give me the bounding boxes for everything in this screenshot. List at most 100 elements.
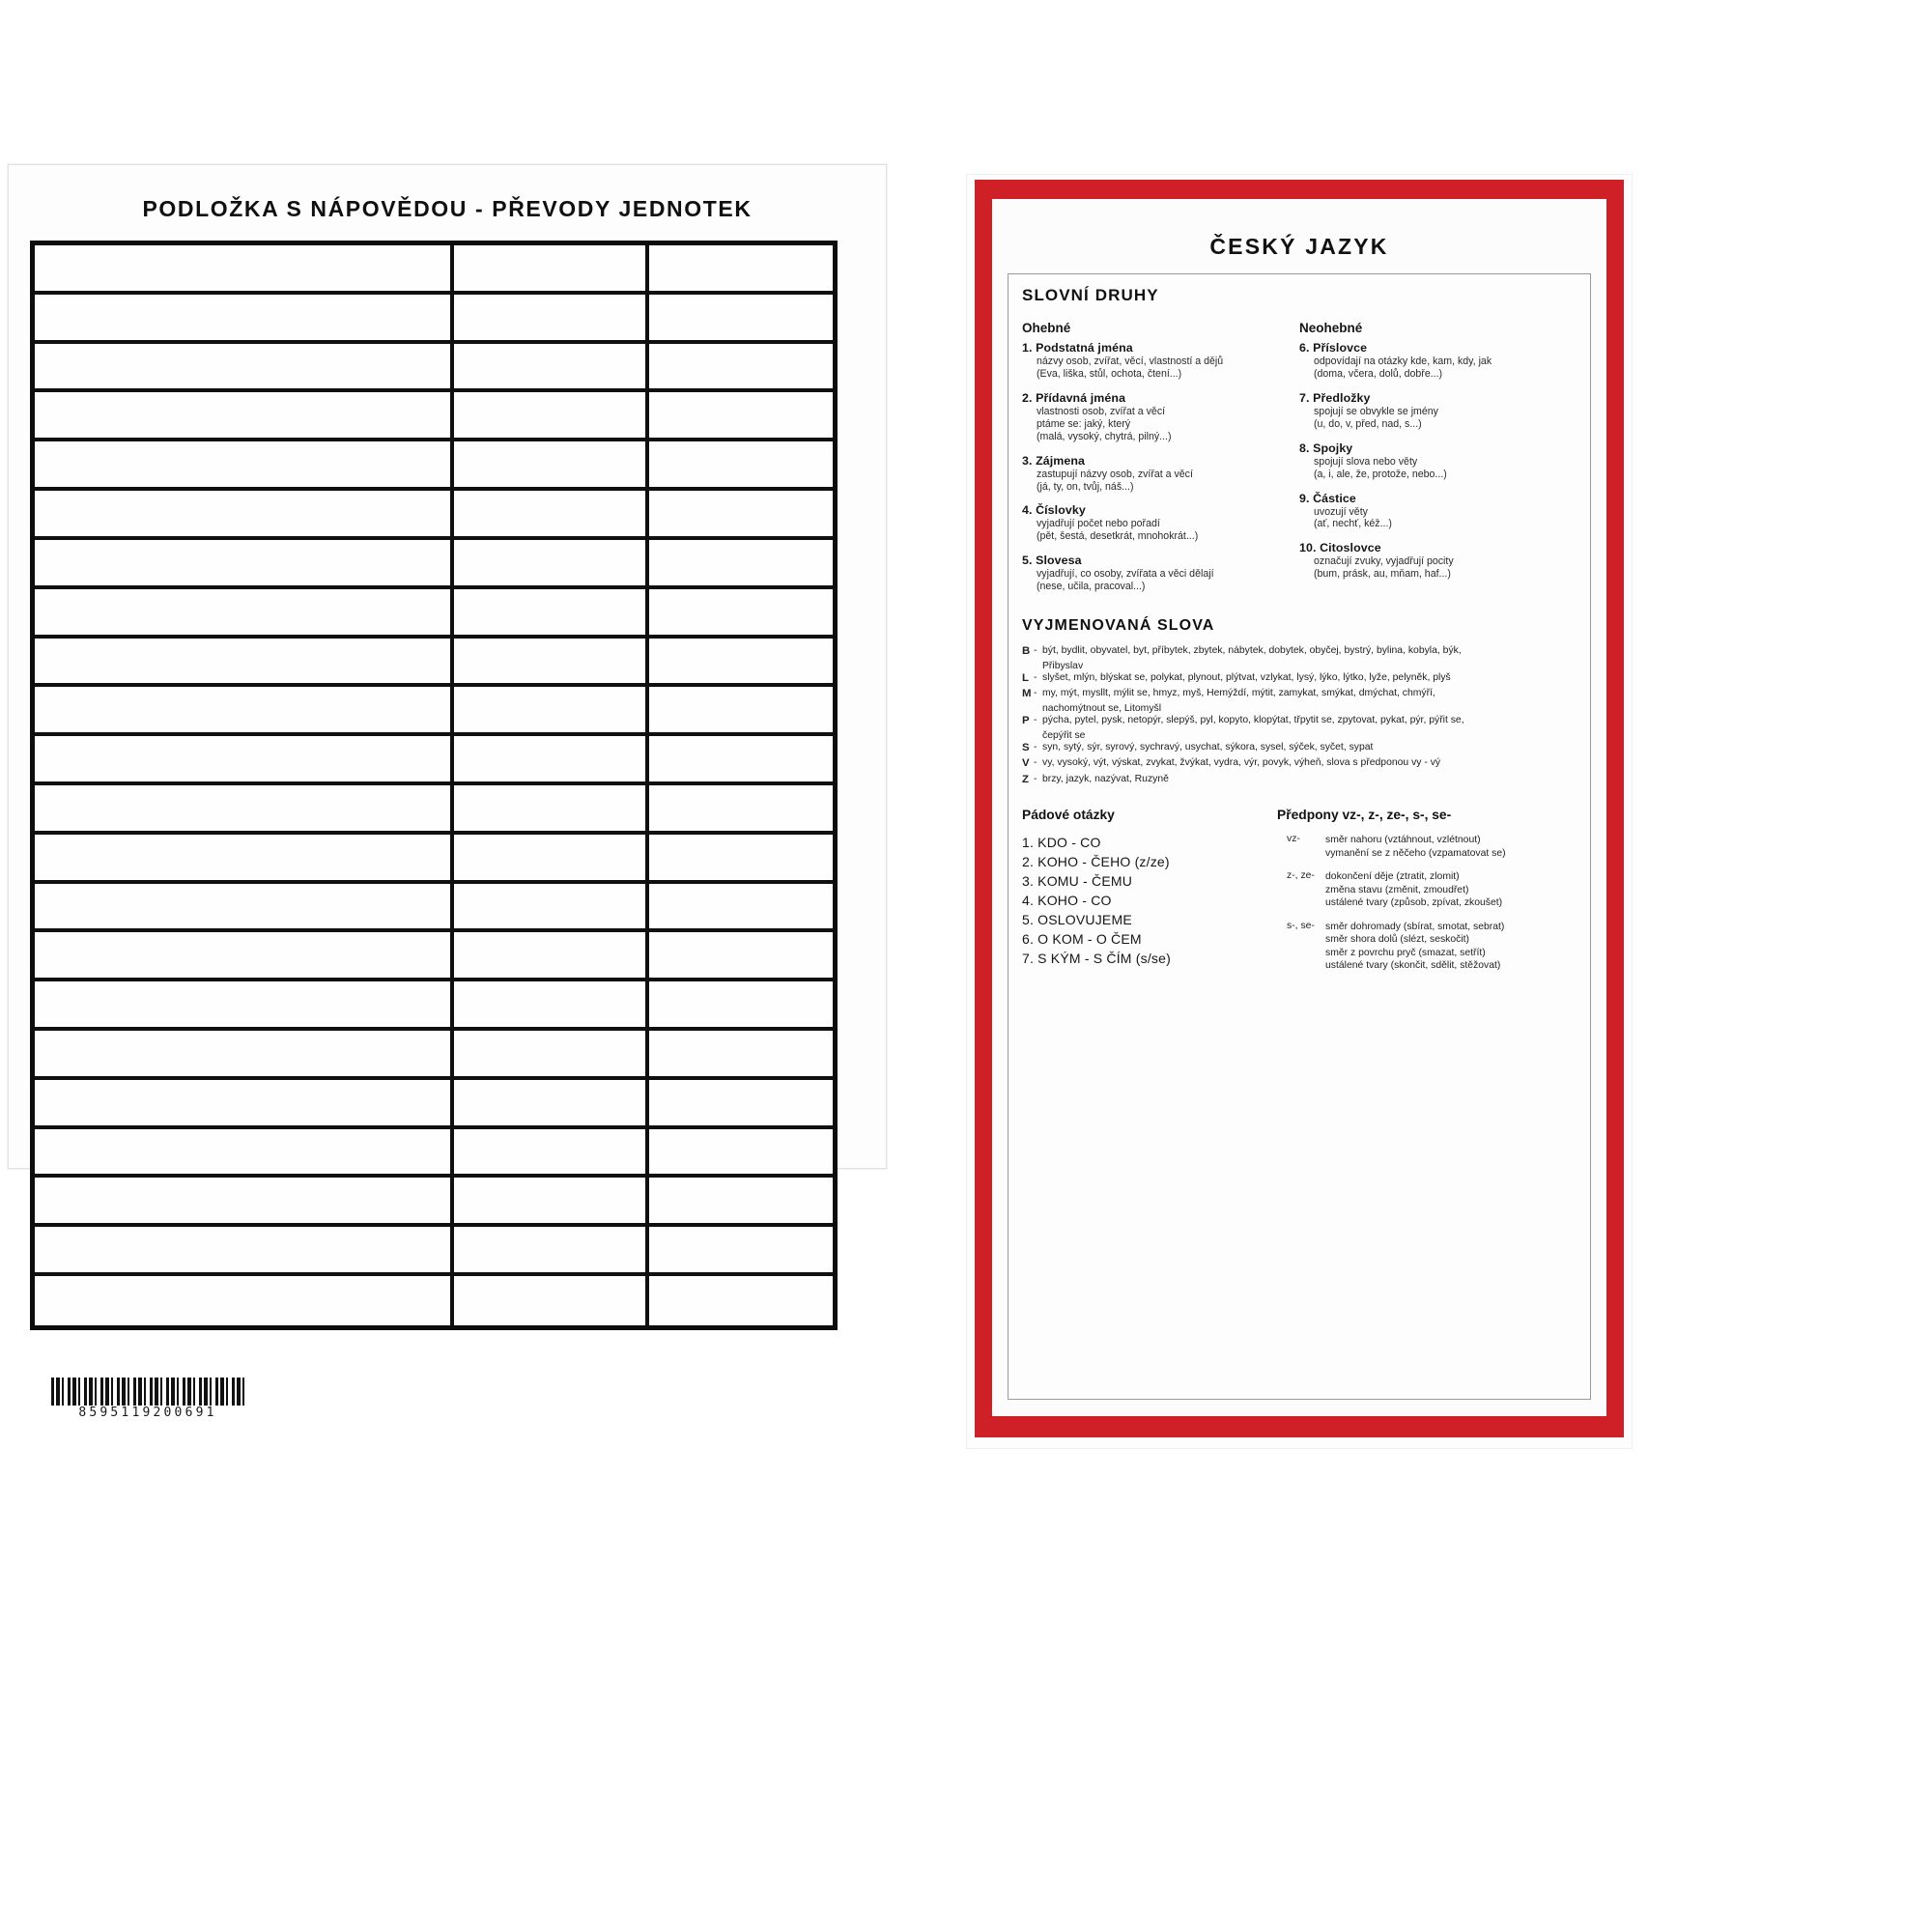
table-row — [35, 1227, 833, 1277]
bottom-sections: Pádové otázky 1. KDO - CO 2. KOHO - ČEHO … — [1022, 808, 1577, 983]
word-type-description: vyjadřují, co osoby, zvířata a věci děla… — [1037, 568, 1214, 581]
prefix-explanation-line: směr z povrchu pryč (smazat, setřít) — [1325, 947, 1486, 958]
table-cell — [649, 1031, 833, 1076]
word-type-description: odpovídají na otázky kde, kam, kdy, jak — [1314, 355, 1492, 367]
word-type-entry: 10. Citoslovce označují zvuky, vyjadřují … — [1299, 541, 1569, 581]
prefix-explanation-line: ustálené tvary (způsob, zpívat, zkoušet) — [1325, 897, 1503, 909]
vyjmenovana-slova-words: brzy, jazyk, nazývat, Ruzyně — [1042, 773, 1169, 784]
table-cell — [35, 981, 454, 1027]
prefix-explanation-line: změna stavu (změnit, zmoudřet) — [1325, 884, 1469, 895]
table-cell — [35, 539, 454, 585]
table-row — [35, 638, 833, 688]
word-type-entry: 8. Spojky spojují slova nebo věty (a, i, a… — [1299, 441, 1569, 481]
vyjmenovana-slova-letter: V — [1022, 757, 1030, 770]
table-cell — [453, 588, 649, 635]
section-heading-vyjmenovana-slova: VYJMENOVANÁ SLOVA — [1022, 617, 1215, 635]
table-cell — [35, 588, 454, 635]
table-row — [35, 392, 833, 442]
table-cell — [453, 1031, 649, 1076]
table-cell — [453, 294, 649, 340]
barcode-digits: 8595119200691 — [51, 1406, 244, 1420]
table-cell — [649, 638, 833, 684]
table-cell — [649, 1178, 833, 1224]
word-type-description: označují zvuky, vyjadřují pocity — [1314, 555, 1454, 568]
table-cell — [649, 1128, 833, 1175]
table-cell — [649, 588, 833, 635]
table-cell — [649, 539, 833, 585]
prefix-explanation-line: směr nahoru (vztáhnout, vzlétnout) — [1325, 835, 1481, 846]
table-cell — [649, 687, 833, 733]
word-type-examples: (já, ty, on, tvůj, náš...) — [1037, 480, 1134, 493]
vyjmenovana-slova-row: P - pýcha, pytel, pysk, netopýr, slepýš, p… — [1022, 714, 1577, 728]
vyjmenovana-slova-row: M - my, mýt, mysllt, mýlit se, hmyz, myš, … — [1022, 687, 1577, 701]
word-type-name: 5. Slovesa — [1022, 554, 1082, 568]
prefix-group: z-, ze-dokončení děje (ztratit, zlomit) z… — [1277, 870, 1577, 910]
table-cell — [649, 834, 833, 880]
table-cell — [35, 932, 454, 979]
prefix-explanation-line: dokončení děje (ztratit, zlomit) — [1325, 871, 1460, 883]
table-cell — [649, 343, 833, 389]
word-types-columns: Ohebné 1. Podstatná jména názvy osob, zví… — [1022, 321, 1577, 604]
table-cell — [453, 245, 649, 291]
word-type-examples: (nese, učila, pracoval...) — [1037, 581, 1146, 593]
vyjmenovana-slova-list: B - být, bydlit, obyvatel, byt, příbytek, … — [1022, 644, 1577, 786]
red-border-frame: ČESKÝ JAZYK SLOVNÍ DRUHY Ohebné 1. Podst… — [975, 180, 1624, 1437]
prefix-key: vz- — [1287, 834, 1300, 845]
table-cell — [35, 736, 454, 781]
table-cell — [35, 1276, 454, 1325]
table-cell — [649, 1276, 833, 1325]
section-heading-padove-otazky: Pádové otázky — [1022, 808, 1115, 823]
table-row — [35, 491, 833, 540]
word-type-name: 2. Přídavná jména — [1022, 390, 1126, 405]
table-cell — [453, 687, 649, 733]
vyjmenovana-slova-letter: Z — [1022, 773, 1029, 785]
section-heading-slovni-druhy: SLOVNÍ DRUHY — [1022, 286, 1159, 304]
prefix-group: s-, se-směr dohromady (sbírat, smotat, s… — [1277, 921, 1577, 973]
table-row — [35, 441, 833, 492]
word-type-examples: (doma, včera, dolů, dobře...) — [1314, 367, 1443, 380]
vyjmenovana-slova-letter: S — [1022, 741, 1030, 753]
vyjmenovana-slova-words: vy, vysoký, výt, výskat, zvykat, žvýkat,… — [1042, 757, 1441, 769]
table-cell — [453, 1178, 649, 1224]
word-type-description: vyjadřují počet nebo pořadí — [1037, 518, 1160, 530]
table-cell — [649, 441, 833, 488]
table-cell — [649, 1079, 833, 1125]
word-types-column-neohebne: Neohebné 6. Příslovce odpovídají na otázk… — [1299, 321, 1577, 604]
word-type-examples: (Eva, liška, stůl, ochota, čtení...) — [1037, 367, 1182, 380]
section-padove-otazky: Pádové otázky 1. KDO - CO 2. KOHO - ČEHO … — [1022, 808, 1277, 983]
table-cell — [453, 736, 649, 781]
vyjmenovana-slova-words: slyšet, mlýn, blýskat se, polykat, plyno… — [1042, 671, 1451, 683]
vyjmenovana-slova-row: V - vy, vysoký, výt, výskat, zvykat, žvýka… — [1022, 756, 1577, 771]
word-type-examples: (ať, nechť, kéž...) — [1314, 518, 1392, 530]
word-type-entry: 2. Přídavná jména vlastnosti osob, zvířat… — [1022, 391, 1292, 443]
table-cell — [649, 784, 833, 831]
subheading-ohebne: Ohebné — [1022, 321, 1071, 335]
table-cell — [35, 1128, 454, 1175]
table-cell — [453, 638, 649, 684]
dash-separator: - — [1034, 645, 1037, 657]
vyjmenovana-slova-continuation: nachomýtnout se, Litomyšl — [1042, 702, 1162, 714]
dash-separator: - — [1034, 714, 1037, 725]
prefix-explanation-line: ustálené tvary (skončit, sdělit, stěžova… — [1325, 960, 1501, 972]
table-cell — [35, 392, 454, 439]
table-row — [35, 1079, 833, 1129]
table-row — [35, 1031, 833, 1080]
prefix-explanation-line: směr shora dolů (slézt, seskočit) — [1325, 934, 1470, 946]
table-cell — [649, 392, 833, 439]
table-cell — [649, 245, 833, 291]
case-question-item: 3. KOMU - ČEMU — [1022, 873, 1133, 890]
table-row — [35, 736, 833, 785]
table-row — [35, 1276, 833, 1325]
prefix-explanations: směr nahoru (vztáhnout, vzlétnout) vymaně… — [1325, 834, 1577, 860]
table-row — [35, 687, 833, 737]
table-cell — [453, 491, 649, 536]
word-type-name: 7. Předložky — [1299, 390, 1371, 405]
table-cell — [35, 441, 454, 488]
vyjmenovana-slova-words: být, bydlit, obyvatel, byt, příbytek, zb… — [1042, 645, 1462, 657]
word-type-entry: 4. Číslovky vyjadřují počet nebo pořadí (p… — [1022, 503, 1292, 543]
table-cell — [453, 981, 649, 1027]
word-type-name: 8. Spojky — [1299, 440, 1353, 455]
vyjmenovana-slova-continuation: Přibyslav — [1042, 660, 1084, 671]
table-row — [35, 294, 833, 344]
case-question-item: 1. KDO - CO — [1022, 835, 1101, 851]
